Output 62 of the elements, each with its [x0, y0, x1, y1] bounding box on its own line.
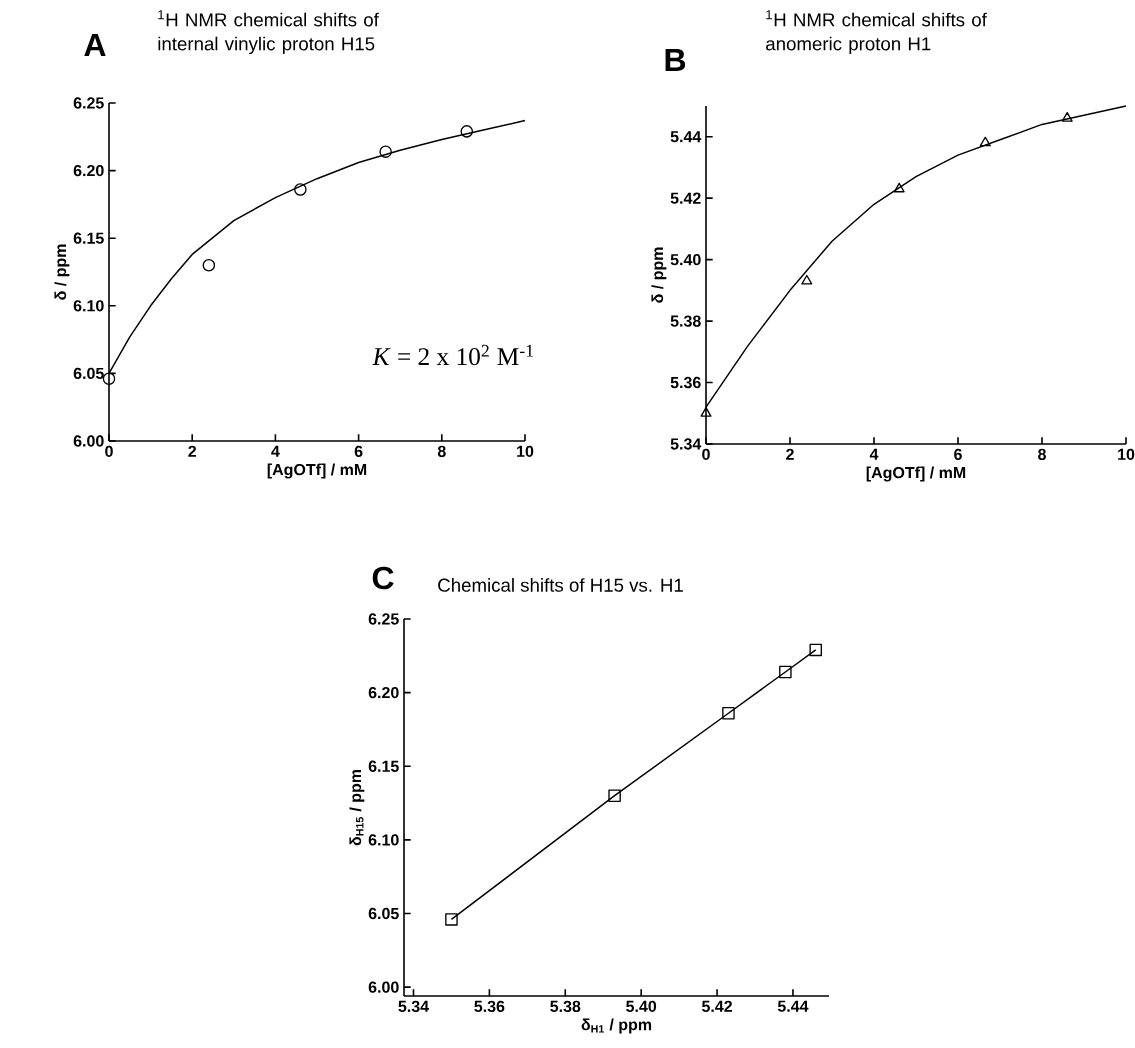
x-tick-label: 6 [354, 445, 363, 458]
point [379, 145, 392, 158]
y-tick-label: 6.05 [73, 367, 104, 380]
point [979, 136, 991, 147]
point [102, 372, 116, 386]
y-tick-label: 5.44 [670, 131, 702, 143]
x-axis-title: [AgOTf] / mM [866, 466, 966, 482]
x-tick-label: 5.34 [398, 1000, 429, 1013]
y-tick-label: 5.42 [670, 192, 701, 204]
x-tick-label: 5.42 [702, 1000, 732, 1013]
y-tick-label: 6.25 [368, 613, 399, 625]
point [809, 643, 822, 657]
x-tick-label: 5.38 [550, 1000, 581, 1013]
x-axis-title: δ$_{H1}$ / ppm [581, 1018, 652, 1034]
chart-title: $^{1}$H NMR chemical shifts of anomeric proton H1 [766, 10, 987, 55]
x-tick-label: 0 [105, 445, 113, 458]
text: A [84, 33, 106, 56]
y-tick-label: 6.10 [368, 834, 399, 846]
y-axis-title: δ / ppm [54, 244, 70, 300]
annotation: K = 2 x 10$^{2}$ M$^{-1}$ [372, 344, 533, 366]
chart-title: Chemical shifts of H15 vs. H1 [438, 578, 683, 592]
x-tick-label: 2 [786, 448, 794, 460]
y-tick-label: 6.20 [73, 164, 104, 177]
x-tick-label: 4 [869, 448, 879, 460]
point [893, 182, 905, 193]
point [779, 665, 792, 679]
chart-title: $^{1}$H NMR chemical shifts of internal vinylic proton H15 [158, 10, 379, 55]
point [460, 125, 474, 138]
x-tick-label: 5.44 [777, 1000, 809, 1012]
y-tick-label: 5.38 [670, 315, 701, 327]
point [608, 789, 621, 802]
x-tick-label: 5.36 [474, 1000, 505, 1013]
y-axis-title: δ / ppm [651, 247, 667, 303]
y-tick-label: 6.10 [73, 300, 104, 312]
y-tick-label: 6.15 [368, 760, 399, 772]
x-tick-label: 2 [188, 445, 197, 457]
point [722, 706, 735, 720]
y-tick-label: 6.00 [368, 981, 399, 993]
x-tick-label: 0 [702, 448, 710, 461]
text: B [665, 48, 686, 71]
x-tick-label: 8 [1038, 448, 1046, 461]
point [202, 258, 216, 272]
y-tick-label: 6.15 [73, 232, 104, 244]
y-tick-label: 5.36 [670, 376, 701, 389]
text: C [372, 566, 394, 590]
y-tick-label: 6.00 [73, 435, 104, 447]
x-tick-label: 4 [271, 445, 280, 457]
point [445, 913, 458, 926]
y-tick-label: 6.20 [368, 686, 399, 699]
point [294, 183, 307, 196]
x-tick-label: 10 [1118, 448, 1135, 461]
y-tick-label: 6.05 [368, 907, 399, 920]
x-tick-label: 8 [437, 445, 446, 458]
x-axis-title: [AgOTf] / mM [267, 463, 367, 479]
point [1061, 112, 1073, 122]
y-tick-label: 5.40 [670, 253, 701, 266]
x-tick-label: 6 [954, 448, 962, 461]
point [801, 274, 813, 285]
x-tick-label: 10 [517, 445, 534, 458]
y-axis-title: δ$_{H15}$ / ppm [349, 769, 365, 846]
x-tick-label: 5.40 [626, 1000, 657, 1013]
y-tick-label: 6.25 [73, 97, 104, 109]
